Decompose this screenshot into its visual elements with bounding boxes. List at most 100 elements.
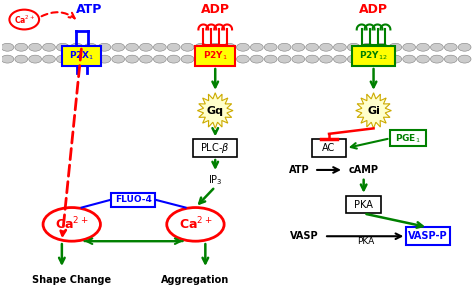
Text: PKA: PKA	[354, 200, 373, 210]
Ellipse shape	[167, 43, 180, 51]
Ellipse shape	[209, 43, 222, 51]
Ellipse shape	[430, 55, 443, 63]
Text: ATP: ATP	[289, 165, 310, 175]
Ellipse shape	[167, 208, 224, 241]
Ellipse shape	[347, 43, 360, 51]
Ellipse shape	[458, 43, 471, 51]
Text: Gi: Gi	[367, 105, 380, 116]
Text: ATP: ATP	[76, 3, 103, 16]
Ellipse shape	[112, 43, 125, 51]
Ellipse shape	[56, 55, 69, 63]
Ellipse shape	[361, 43, 374, 51]
Ellipse shape	[195, 55, 208, 63]
Ellipse shape	[292, 55, 305, 63]
Ellipse shape	[250, 55, 263, 63]
Text: ADP: ADP	[359, 3, 388, 16]
Ellipse shape	[70, 55, 83, 63]
Text: FLUO-4: FLUO-4	[115, 195, 152, 204]
Ellipse shape	[15, 55, 27, 63]
Ellipse shape	[306, 55, 319, 63]
Text: P2Y$_{12}$: P2Y$_{12}$	[359, 50, 388, 62]
Ellipse shape	[319, 55, 332, 63]
Ellipse shape	[417, 55, 429, 63]
Ellipse shape	[444, 43, 457, 51]
FancyBboxPatch shape	[346, 196, 382, 214]
Ellipse shape	[334, 55, 346, 63]
FancyBboxPatch shape	[111, 193, 155, 206]
Ellipse shape	[389, 55, 402, 63]
Ellipse shape	[56, 43, 69, 51]
Text: P2Y$_1$: P2Y$_1$	[203, 50, 228, 62]
Ellipse shape	[1, 55, 14, 63]
Ellipse shape	[430, 43, 443, 51]
Text: VASP: VASP	[290, 231, 319, 241]
Text: Gq: Gq	[207, 105, 224, 116]
Ellipse shape	[98, 43, 111, 51]
Ellipse shape	[15, 43, 27, 51]
Text: PLC-$\beta$: PLC-$\beta$	[201, 141, 230, 155]
Ellipse shape	[181, 55, 194, 63]
Ellipse shape	[1, 43, 14, 51]
Ellipse shape	[9, 10, 39, 29]
Ellipse shape	[237, 43, 249, 51]
Ellipse shape	[112, 55, 125, 63]
Text: cAMP: cAMP	[349, 165, 379, 175]
Text: AC: AC	[322, 143, 336, 153]
Ellipse shape	[264, 43, 277, 51]
Ellipse shape	[223, 43, 236, 51]
Ellipse shape	[334, 43, 346, 51]
Ellipse shape	[458, 55, 471, 63]
Ellipse shape	[126, 55, 138, 63]
Text: Shape Change: Shape Change	[32, 275, 111, 285]
Text: IP$_3$: IP$_3$	[208, 173, 223, 187]
Ellipse shape	[167, 55, 180, 63]
Ellipse shape	[43, 55, 55, 63]
Ellipse shape	[126, 43, 138, 51]
Text: Aggregation: Aggregation	[161, 275, 229, 285]
FancyBboxPatch shape	[193, 139, 237, 157]
Ellipse shape	[181, 43, 194, 51]
Text: ADP: ADP	[201, 3, 230, 16]
Ellipse shape	[375, 43, 388, 51]
Ellipse shape	[209, 55, 222, 63]
Ellipse shape	[43, 208, 100, 241]
Text: Ca$^{2+}$: Ca$^{2+}$	[179, 216, 212, 233]
Polygon shape	[356, 93, 392, 128]
Ellipse shape	[29, 55, 42, 63]
Text: PKA: PKA	[357, 237, 375, 246]
FancyBboxPatch shape	[312, 139, 346, 157]
Ellipse shape	[361, 55, 374, 63]
Ellipse shape	[70, 43, 83, 51]
Ellipse shape	[139, 55, 153, 63]
Ellipse shape	[154, 55, 166, 63]
Ellipse shape	[43, 43, 55, 51]
Ellipse shape	[278, 43, 291, 51]
Text: Ca$^{2+}$: Ca$^{2+}$	[55, 216, 89, 233]
Ellipse shape	[403, 43, 416, 51]
Ellipse shape	[444, 55, 457, 63]
Text: PGE$_1$: PGE$_1$	[395, 132, 421, 145]
Text: VASP-P: VASP-P	[408, 231, 448, 241]
Ellipse shape	[195, 43, 208, 51]
Ellipse shape	[403, 55, 416, 63]
Ellipse shape	[98, 55, 111, 63]
Ellipse shape	[250, 43, 263, 51]
Ellipse shape	[347, 55, 360, 63]
Ellipse shape	[154, 43, 166, 51]
FancyBboxPatch shape	[406, 227, 450, 245]
Ellipse shape	[375, 55, 388, 63]
Ellipse shape	[292, 43, 305, 51]
Ellipse shape	[139, 43, 153, 51]
Ellipse shape	[237, 55, 249, 63]
FancyBboxPatch shape	[391, 130, 426, 146]
Ellipse shape	[223, 55, 236, 63]
Text: P2X$_1$: P2X$_1$	[69, 50, 94, 62]
Ellipse shape	[278, 55, 291, 63]
FancyBboxPatch shape	[62, 46, 101, 66]
FancyBboxPatch shape	[195, 46, 235, 66]
Ellipse shape	[306, 43, 319, 51]
Ellipse shape	[84, 55, 97, 63]
Text: Ca$^{2+}$: Ca$^{2+}$	[14, 13, 35, 26]
Ellipse shape	[84, 43, 97, 51]
Ellipse shape	[389, 43, 402, 51]
